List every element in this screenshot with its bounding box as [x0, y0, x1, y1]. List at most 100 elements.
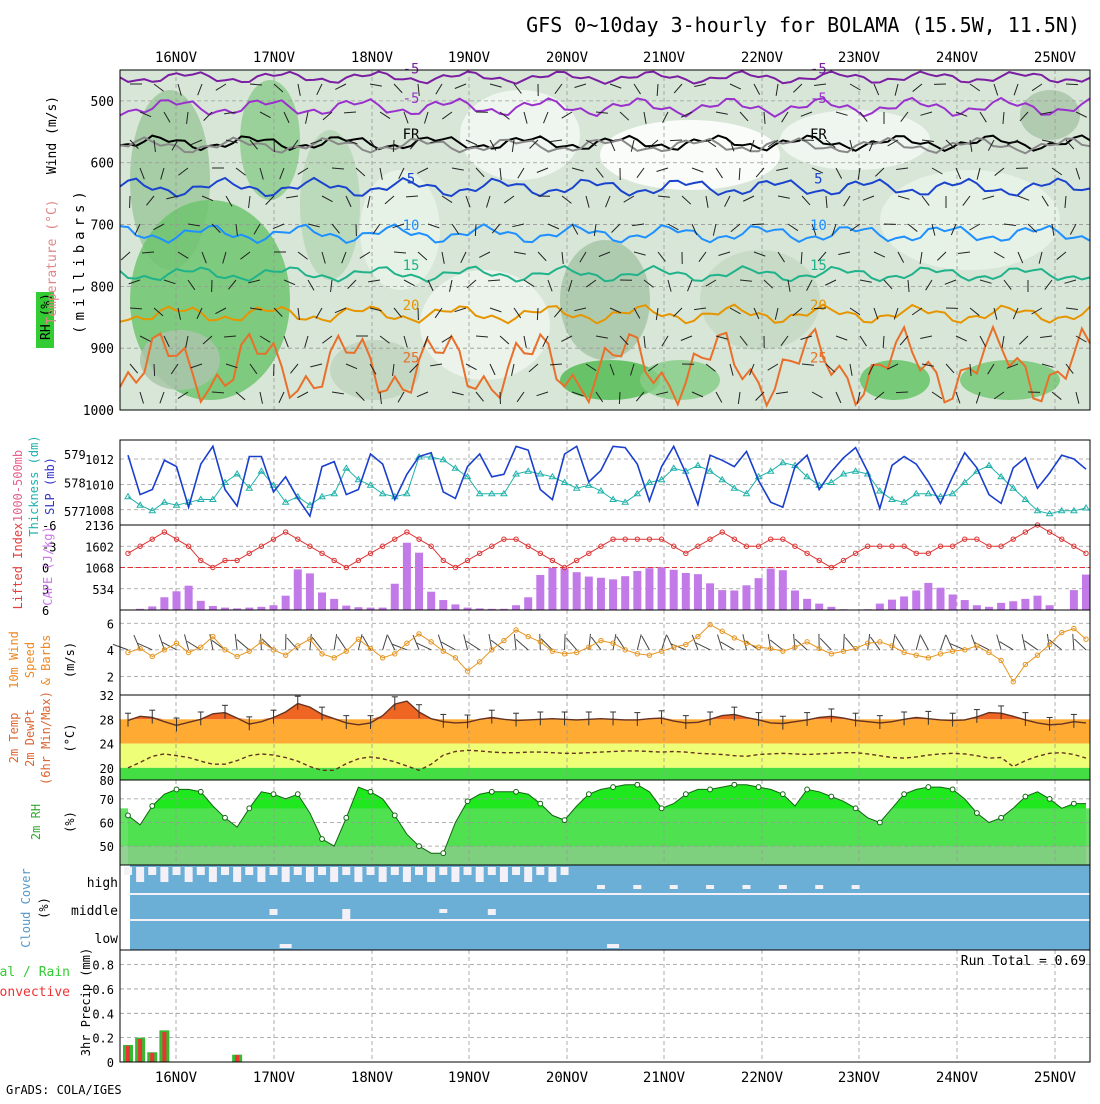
wind10m-label-1: 10m Wind — [7, 631, 21, 689]
temp2m-tick-label: 80 — [100, 774, 114, 788]
wind-barb — [896, 392, 908, 393]
high-cloud-bar — [512, 867, 520, 875]
rh2m-point — [1023, 794, 1028, 799]
low-cloud-bar — [280, 944, 292, 948]
high-cloud-bar — [160, 867, 168, 882]
precip-axis-label: 3hr Precip (mm) — [79, 948, 93, 1056]
isotherm-label: 5 — [814, 171, 822, 187]
rh-shading-area — [600, 120, 780, 190]
high-cloud-bar — [306, 867, 314, 882]
rh2m-point — [732, 782, 737, 787]
high-cloud-bar — [185, 867, 193, 882]
cape-bar — [706, 583, 714, 610]
pressure-tick-label: 800 — [91, 280, 114, 295]
rh2m-point — [295, 792, 300, 797]
temp2m-tick-label: 24 — [100, 738, 114, 752]
cape-bar — [270, 605, 278, 610]
cape-bar — [694, 574, 702, 610]
isotherm-label: 10 — [403, 218, 420, 234]
isotherm-label: 25 — [403, 351, 420, 367]
top-date-label: 22NOV — [741, 50, 784, 66]
cape-bar — [197, 601, 205, 610]
rh2m-point — [950, 787, 955, 792]
cape-bar — [1033, 596, 1041, 610]
rh2m-point — [150, 804, 155, 809]
temperature-axis-label: Temperature (°C) — [45, 199, 60, 324]
cloud-base — [130, 865, 1090, 950]
cape-bar — [585, 577, 593, 610]
rh2m-point — [320, 837, 325, 842]
rh2m-point — [1071, 801, 1076, 806]
bottom-date-label: 22NOV — [741, 1070, 784, 1086]
cape-bar — [621, 576, 629, 610]
cape-bar — [1021, 599, 1029, 610]
high-cloud-bar — [257, 867, 265, 882]
wind-barb — [670, 140, 682, 141]
high-cloud-bar — [706, 885, 714, 889]
cape-bar — [403, 543, 411, 610]
high-cloud-bar — [779, 885, 787, 889]
rh2m-point — [417, 844, 422, 849]
isotherm-label: -5 — [403, 61, 420, 77]
high-cloud-bar — [597, 885, 605, 889]
cape-bar — [173, 591, 181, 610]
rh2m-point — [805, 787, 810, 792]
high-cloud-bar — [500, 867, 508, 882]
wind10m-tick-label: 2 — [107, 670, 114, 684]
rh2m-point — [126, 813, 131, 818]
high-cloud-bar — [670, 885, 678, 889]
high-middle-divider — [130, 893, 1090, 895]
temp2m-tick-label: 28 — [100, 713, 114, 727]
rh2m-point — [926, 785, 931, 790]
middle-cloud-bar — [439, 909, 447, 913]
cape-bar — [767, 569, 775, 610]
rh2m-point — [1047, 796, 1052, 801]
middle-cloud-bar — [270, 909, 278, 915]
cape-bar — [682, 573, 690, 610]
cape-bar — [524, 597, 532, 610]
cloud-unit: (%) — [37, 897, 51, 919]
high-cloud-bar — [209, 867, 217, 882]
isotherm-label: 20 — [810, 298, 827, 314]
cape-bar — [306, 573, 314, 610]
bottom-date-label: 25NOV — [1034, 1070, 1077, 1086]
rh2m-band-mid — [120, 808, 1090, 846]
cape-bar — [609, 579, 617, 610]
precip-total-label: Total / Rain — [0, 965, 70, 980]
rh2m-point — [974, 811, 979, 816]
lifted-index-axis-label: Lifted Index — [11, 523, 25, 610]
pressure-tick-label: 500 — [91, 95, 114, 110]
rh2m-point — [271, 792, 276, 797]
rh2m-point — [902, 792, 907, 797]
slp-tick-label: 1010 — [85, 478, 114, 492]
cape-bar — [1009, 601, 1017, 610]
cape-bar — [330, 599, 338, 610]
rh2m-tick-label: 70 — [100, 793, 114, 807]
bottom-date-label: 18NOV — [351, 1070, 394, 1086]
cape-bar — [294, 569, 302, 610]
high-cloud-bar — [403, 867, 411, 882]
top-date-label: 23NOV — [838, 50, 881, 66]
top-date-label: 20NOV — [546, 50, 589, 66]
cape-bar — [730, 591, 738, 610]
rh-shading-area — [880, 170, 1060, 270]
cape-bar — [900, 596, 908, 610]
cape-bar — [318, 592, 326, 610]
rh2m-band-low — [120, 846, 1090, 865]
temp-band-24-28 — [120, 719, 1090, 743]
high-cloud-bar — [221, 867, 229, 875]
cape-bar — [185, 586, 193, 610]
rh2m-tick-label: 50 — [100, 840, 114, 854]
rh2m-point — [586, 792, 591, 797]
middle-cloud-bar — [342, 909, 350, 919]
wind10m-tick-label: 4 — [107, 644, 114, 658]
high-cloud-bar — [524, 867, 532, 882]
precip-convective-bar — [150, 1053, 154, 1062]
bottom-date-label: 21NOV — [643, 1070, 686, 1086]
